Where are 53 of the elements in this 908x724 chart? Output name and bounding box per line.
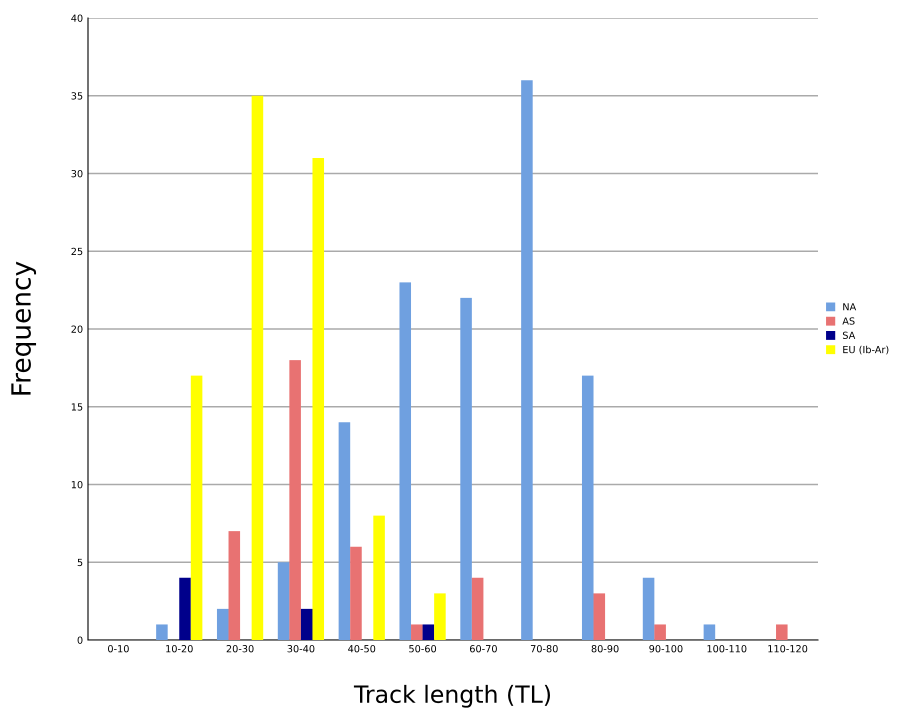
y-tick-label: 0 [78,636,82,644]
bar [252,96,264,640]
y-axis-title: Frequency [11,262,36,395]
bar [278,562,290,640]
legend-label: SA [842,332,856,339]
bar [228,531,240,640]
bar [300,608,312,640]
x-tick-label: 60-70 [470,645,497,652]
y-tick-label: 25 [71,248,82,256]
x-tick-label: 50-60 [409,645,436,652]
bar [704,624,716,640]
bar [216,608,229,640]
bar [434,593,446,640]
bar [582,376,594,640]
x-tick-label: 110-120 [768,645,808,652]
x-axis-title: Track length (TL) [354,684,550,708]
x-tick-label: 40-50 [348,645,376,652]
bar [422,624,434,640]
x-tick-label: 10-20 [166,645,193,652]
bar [594,593,606,640]
bar [373,516,385,640]
bar [642,578,654,640]
y-tick-label: 40 [71,14,82,22]
bar [521,80,533,640]
bar [776,624,788,640]
y-tick-label: 5 [78,558,82,566]
legend-label: EU (Ib-Ar) [843,346,888,354]
bar [411,624,423,640]
bar [350,546,362,640]
x-tick-label: 70-80 [530,645,558,652]
bar [654,624,666,640]
x-tick-label: 80-90 [592,645,619,652]
bar [289,360,301,640]
y-tick-label: 20 [71,325,82,333]
y-tick-label: 15 [72,403,82,411]
x-tick-label: 20-30 [226,645,254,652]
bar [156,624,168,640]
x-tick-label: 100-110 [708,645,746,652]
legend-label: NA [843,303,856,310]
bar [460,298,472,640]
legend-label: AS [842,317,855,325]
bar [179,578,191,640]
bar [190,376,202,640]
x-tick-label: 90-100 [649,645,682,652]
x-tick-label: 30-40 [288,645,314,652]
bar [472,578,484,640]
y-tick-label: 35 [72,92,82,100]
bar [312,158,324,640]
y-tick-label: 30 [72,170,82,178]
y-tick-label: 10 [72,480,82,488]
bar [338,422,350,640]
x-tick-label: 0-10 [108,645,129,652]
bar [399,282,412,640]
